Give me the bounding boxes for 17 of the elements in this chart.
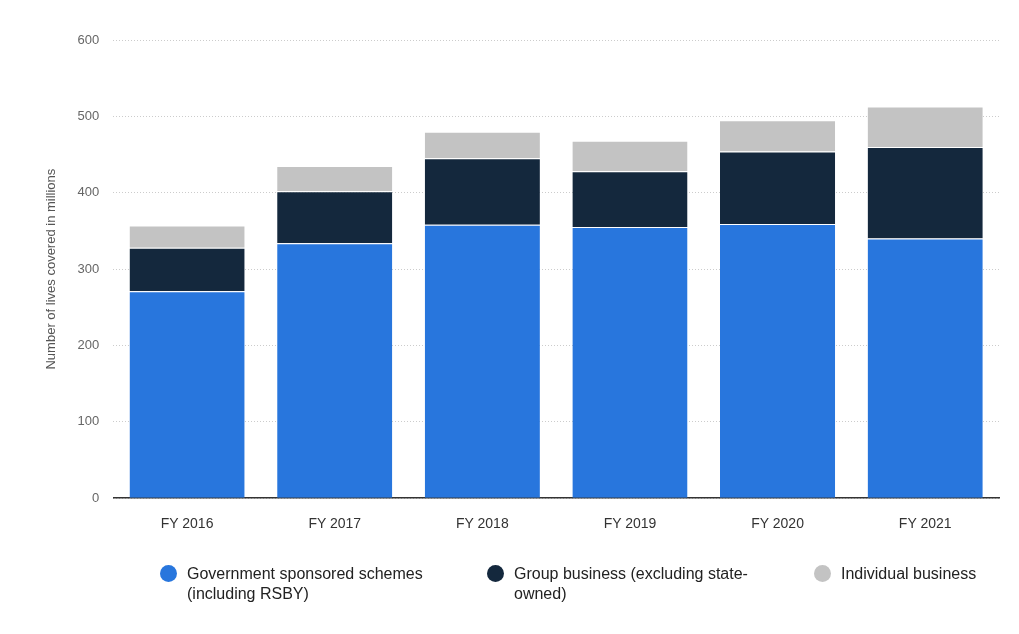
x-tick-label: FY 2017	[308, 515, 362, 532]
y-tick-label: 100	[77, 413, 100, 429]
legend-label: Individual business	[841, 564, 977, 584]
x-tick-label: FY 2020	[751, 515, 805, 532]
x-tick-label: FY 2019	[603, 515, 657, 532]
x-tick-label: FY 2018	[456, 515, 509, 532]
y-tick-label: 400	[77, 184, 100, 200]
y-tick-label: 300	[77, 260, 100, 276]
y-tick-label: 600	[77, 31, 100, 47]
legend-label: Group business (excluding state-owned)	[514, 564, 749, 604]
legend-label: Government sponsored schemes (including RSBY)	[187, 564, 424, 604]
x-tick-label: FY 2021	[898, 515, 952, 532]
y-tick-label: 200	[77, 337, 100, 353]
y-tick-label: 0	[92, 489, 100, 505]
x-tick-label: FY 2016	[160, 515, 214, 532]
y-tick-label: 500	[77, 107, 100, 123]
y-axis-title: Number of lives covered in millions	[43, 168, 59, 370]
